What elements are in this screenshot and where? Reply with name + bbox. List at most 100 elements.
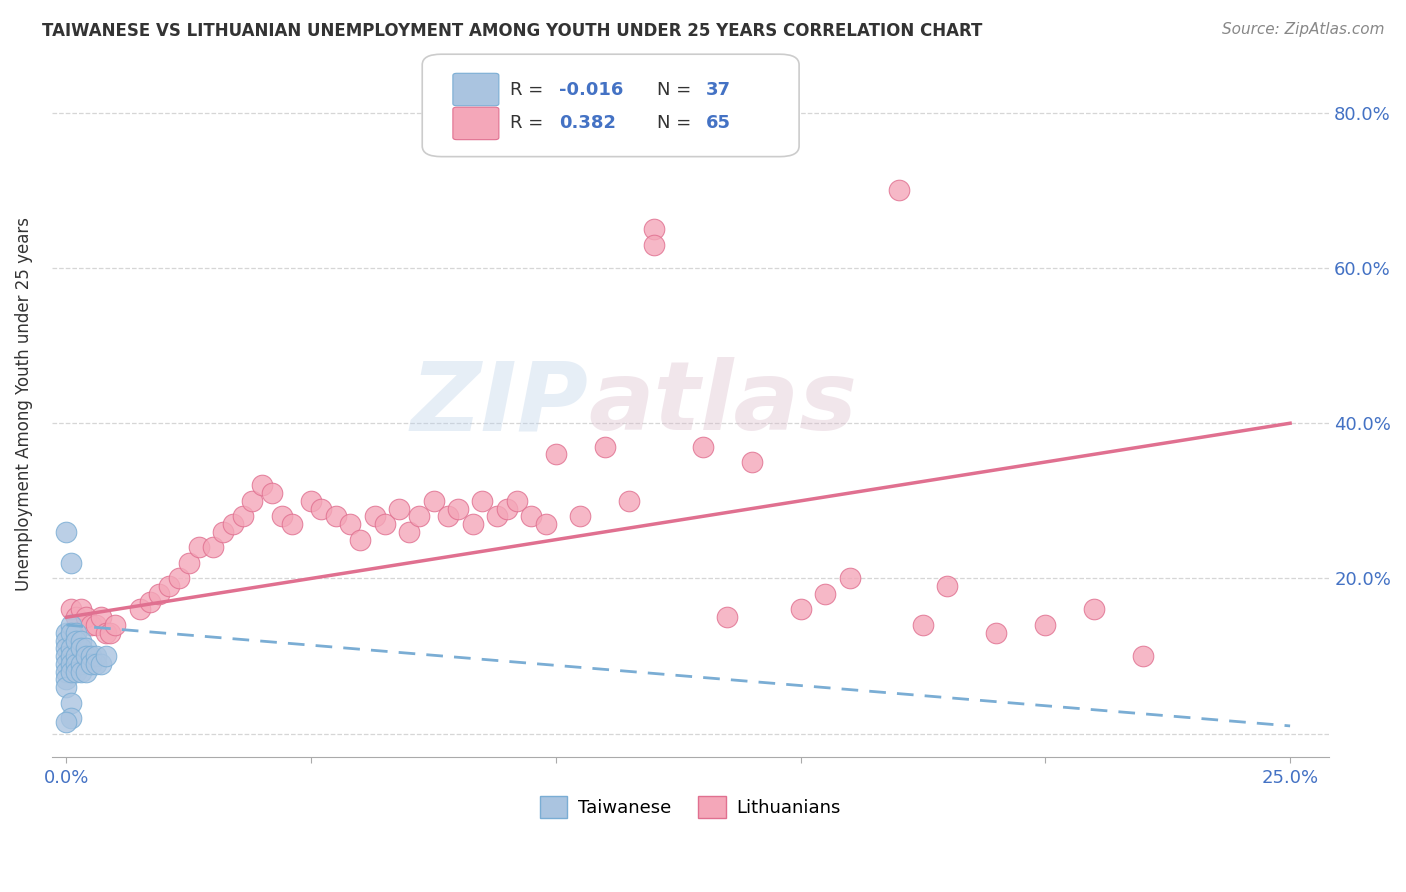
- Point: [506, 493, 529, 508]
- Point: [60, 711, 83, 725]
- Legend: Taiwanese, Lithuanians: Taiwanese, Lithuanians: [533, 789, 848, 826]
- Point: [643, 237, 665, 252]
- Point: [212, 524, 235, 539]
- Point: [986, 625, 1008, 640]
- Text: TAIWANESE VS LITHUANIAN UNEMPLOYMENT AMONG YOUTH UNDER 25 YEARS CORRELATION CHAR: TAIWANESE VS LITHUANIAN UNEMPLOYMENT AMO…: [42, 22, 983, 40]
- Point: [741, 455, 763, 469]
- Point: [104, 618, 127, 632]
- Point: [232, 509, 254, 524]
- Text: 37: 37: [706, 80, 731, 98]
- Point: [814, 587, 837, 601]
- Point: [60, 696, 83, 710]
- Point: [520, 509, 543, 524]
- Point: [936, 579, 959, 593]
- Point: [309, 501, 332, 516]
- Point: [55, 633, 77, 648]
- Point: [80, 657, 103, 671]
- Point: [90, 610, 112, 624]
- Point: [84, 618, 107, 632]
- Point: [242, 493, 264, 508]
- Point: [299, 493, 322, 508]
- Point: [252, 478, 274, 492]
- Point: [60, 625, 83, 640]
- Point: [65, 633, 87, 648]
- FancyBboxPatch shape: [422, 54, 799, 157]
- Point: [75, 665, 97, 679]
- Point: [128, 602, 150, 616]
- Text: N =: N =: [657, 114, 697, 132]
- Text: R =: R =: [510, 114, 555, 132]
- Point: [138, 595, 160, 609]
- Point: [55, 673, 77, 687]
- Point: [70, 641, 93, 656]
- Point: [222, 517, 245, 532]
- Point: [60, 641, 83, 656]
- Point: [398, 524, 420, 539]
- Point: [339, 517, 361, 532]
- Point: [55, 714, 77, 729]
- Point: [187, 541, 209, 555]
- Point: [544, 447, 567, 461]
- Point: [569, 509, 592, 524]
- Text: 65: 65: [706, 114, 731, 132]
- Point: [408, 509, 430, 524]
- Point: [388, 501, 411, 516]
- Text: atlas: atlas: [588, 358, 858, 450]
- Point: [60, 556, 83, 570]
- Point: [94, 648, 117, 663]
- Point: [593, 440, 616, 454]
- Point: [60, 665, 83, 679]
- Point: [496, 501, 519, 516]
- Point: [471, 493, 494, 508]
- Point: [325, 509, 347, 524]
- FancyBboxPatch shape: [453, 73, 499, 106]
- Point: [167, 571, 190, 585]
- Point: [60, 657, 83, 671]
- Point: [437, 509, 460, 524]
- Point: [887, 183, 910, 197]
- Point: [60, 648, 83, 663]
- Point: [55, 665, 77, 679]
- Point: [75, 648, 97, 663]
- Point: [65, 625, 87, 640]
- Point: [349, 533, 371, 547]
- Point: [202, 541, 225, 555]
- Point: [486, 509, 509, 524]
- Point: [364, 509, 387, 524]
- Text: Source: ZipAtlas.com: Source: ZipAtlas.com: [1222, 22, 1385, 37]
- Point: [84, 648, 107, 663]
- Point: [789, 602, 811, 616]
- Text: ZIP: ZIP: [411, 358, 588, 450]
- Point: [838, 571, 860, 585]
- Point: [1035, 618, 1057, 632]
- Text: R =: R =: [510, 80, 550, 98]
- Point: [461, 517, 484, 532]
- Point: [80, 618, 103, 632]
- Point: [55, 641, 77, 656]
- Point: [100, 625, 122, 640]
- Point: [177, 556, 200, 570]
- Point: [619, 493, 641, 508]
- Point: [60, 618, 83, 632]
- Point: [55, 657, 77, 671]
- Point: [911, 618, 934, 632]
- Point: [75, 610, 97, 624]
- Point: [70, 657, 93, 671]
- Point: [80, 648, 103, 663]
- Text: 0.382: 0.382: [560, 114, 616, 132]
- Point: [157, 579, 180, 593]
- Point: [70, 633, 93, 648]
- Point: [374, 517, 396, 532]
- Point: [148, 587, 170, 601]
- Point: [84, 657, 107, 671]
- Point: [270, 509, 292, 524]
- Point: [534, 517, 557, 532]
- Point: [90, 657, 112, 671]
- Point: [643, 222, 665, 236]
- Point: [422, 493, 444, 508]
- Point: [55, 648, 77, 663]
- Point: [65, 657, 87, 671]
- Point: [60, 602, 83, 616]
- Point: [70, 665, 93, 679]
- Point: [55, 625, 77, 640]
